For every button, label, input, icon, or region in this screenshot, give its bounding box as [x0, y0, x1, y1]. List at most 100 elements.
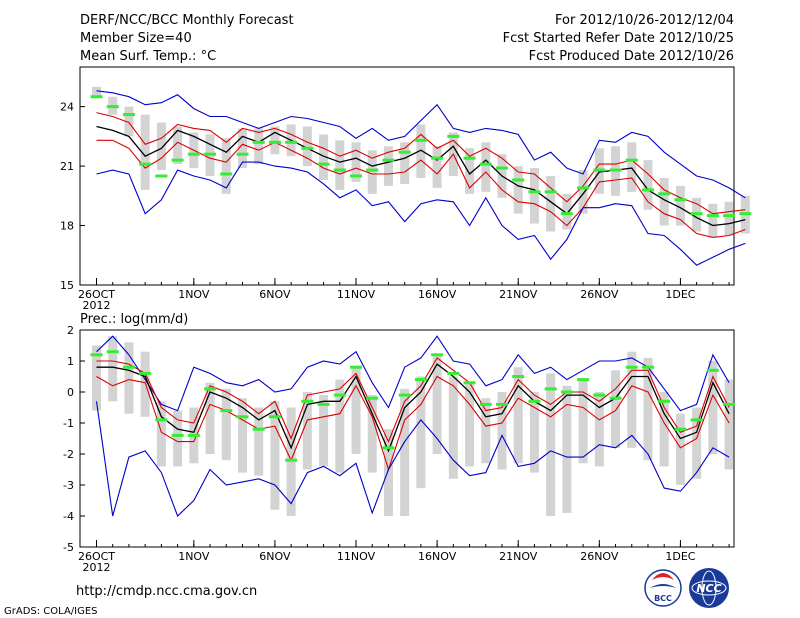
ensemble-range-bar [302, 126, 312, 167]
ensemble-range-bar [270, 401, 280, 510]
ensemble-range-bar [659, 177, 669, 226]
ensemble-range-bar [724, 379, 734, 470]
observed-marker [187, 152, 200, 156]
observed-marker [414, 138, 427, 142]
ncc-logo-text: NCC [696, 582, 721, 595]
ensemble-range-bar [335, 379, 345, 473]
observed-marker [431, 156, 444, 160]
ensemble-range-bar [92, 86, 101, 97]
ensemble-range-bar [400, 388, 410, 516]
ensemble-range-bar [481, 142, 491, 192]
series-line-upper [96, 335, 730, 412]
ensemble-range-bar [270, 126, 280, 155]
series-line-lower [96, 161, 746, 266]
bcc-logo-text: BCC [654, 594, 672, 603]
observed-marker [122, 365, 135, 369]
observed-marker [544, 190, 557, 194]
y-tick-label: 15 [60, 279, 74, 292]
observed-marker [609, 396, 622, 400]
ensemble-range-bar [400, 142, 410, 184]
ensemble-range-bar [529, 392, 539, 473]
observed-marker [155, 418, 168, 422]
ensemble-range-bar [351, 367, 361, 454]
x-tick-label: 6NOV [259, 288, 291, 301]
ensemble-range-bar [708, 203, 718, 238]
observed-marker [301, 399, 314, 403]
observed-marker [139, 162, 152, 166]
observed-marker [414, 378, 427, 382]
ensemble-range-bar [627, 351, 637, 448]
observed-marker [333, 393, 346, 397]
observed-marker [106, 105, 119, 109]
observed-marker [641, 188, 654, 192]
x-tick-label: 16NOV [418, 550, 457, 563]
observed-marker [333, 168, 346, 172]
observed-marker [90, 353, 103, 357]
observed-marker [122, 113, 135, 117]
observed-marker [187, 433, 200, 437]
series-line-mean [96, 363, 730, 453]
x-tick-label: 26NOV [580, 550, 619, 563]
x-tick-year-label: 2012 [83, 299, 111, 312]
observed-marker [220, 409, 233, 413]
observed-marker [220, 172, 233, 176]
ensemble-range-bar [692, 407, 702, 479]
series-line-spread_lo [96, 375, 730, 472]
ensemble-range-bar [513, 166, 523, 214]
ensemble-range-bar [335, 140, 345, 190]
observed-marker [674, 427, 687, 431]
series-line-mean [96, 125, 746, 227]
temp-panel-title: Mean Surf. Temp.: °C [80, 49, 216, 64]
x-tick-label: 6NOV [259, 550, 291, 563]
observed-marker [625, 158, 638, 162]
observed-marker [577, 378, 590, 382]
observed-marker [382, 446, 395, 450]
observed-marker [496, 166, 508, 170]
x-tick-label: 1NOV [178, 550, 210, 563]
observed-marker [171, 158, 184, 162]
ensemble-range-bar [675, 413, 685, 485]
observed-marker [512, 375, 525, 378]
y-tick-label: -1 [63, 417, 74, 430]
x-tick-year-label: 2012 [83, 561, 111, 574]
ensemble-range-bar [383, 146, 393, 186]
observed-marker [690, 212, 703, 216]
forecast-period: For 2012/10/26-2012/12/04 [555, 13, 734, 28]
observed-marker [252, 427, 265, 431]
observed-marker [560, 390, 573, 394]
observed-marker [204, 387, 217, 391]
ensemble-range-bar [319, 395, 329, 467]
ncc-logo: NCC [689, 568, 729, 608]
ensemble-range-bar [367, 395, 377, 473]
y-tick-label: 0 [67, 386, 74, 399]
x-tick-label: 26OCT [78, 550, 115, 563]
ensemble-range-bar [124, 106, 134, 137]
ensemble-range-bar [562, 193, 572, 230]
x-tick-label: 16NOV [418, 288, 457, 301]
ensemble-range-bar [254, 407, 264, 476]
observed-marker [317, 402, 330, 406]
observed-marker [366, 396, 379, 400]
ensemble-range-bar [529, 168, 539, 224]
ensemble-range-bar [124, 342, 134, 414]
ensemble-range-bar [237, 128, 247, 169]
forecast-produced-date: Fcst Produced Date 2012/10/26 [529, 49, 734, 64]
ensemble-range-bar [221, 388, 231, 461]
observed-marker [577, 186, 590, 190]
grads-credit: GrADS: COLA/IGES [4, 606, 98, 617]
observed-marker [609, 168, 622, 172]
plot-frame [79, 66, 735, 286]
ensemble-range-bar [562, 385, 572, 513]
ensemble-range-bar [708, 361, 718, 454]
ensemble-range-bar [578, 379, 588, 464]
ensemble-range-bar [383, 429, 393, 516]
observed-marker [155, 174, 168, 178]
observed-marker [496, 402, 508, 406]
ensemble-range-bar [92, 345, 101, 411]
ensemble-range-bar [221, 138, 231, 194]
observed-marker [285, 140, 298, 144]
ensemble-range-bar [319, 134, 329, 180]
observed-marker [382, 158, 395, 162]
precip-panel-title: Prec.: log(mm/d) [80, 312, 188, 327]
observed-marker [447, 371, 460, 375]
